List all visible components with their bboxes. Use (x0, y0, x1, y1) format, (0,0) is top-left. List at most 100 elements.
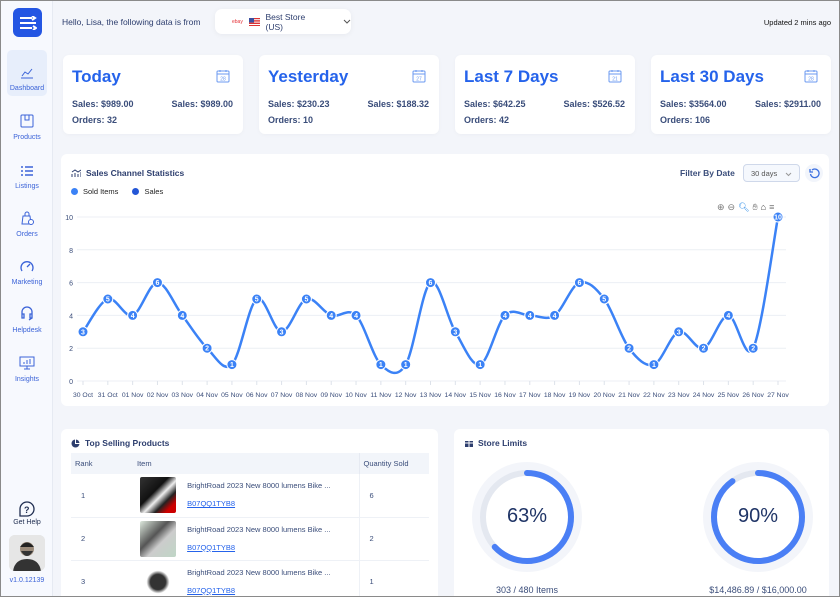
data-label: 2 (751, 346, 755, 353)
sidebar-item-orders[interactable]: Orders (7, 196, 47, 242)
data-point[interactable] (127, 309, 139, 321)
avatar[interactable] (9, 535, 45, 571)
data-point[interactable] (176, 309, 188, 321)
data-point[interactable] (300, 293, 312, 305)
data-point[interactable] (77, 326, 89, 338)
data-label: 1 (478, 362, 482, 369)
data-label: 3 (280, 329, 284, 336)
list-icon (21, 166, 33, 176)
zoom-out-icon[interactable]: ⊖ (727, 202, 736, 212)
home-reset-icon[interactable]: ⌂ (760, 202, 767, 212)
x-tick-label: 30 Oct (73, 392, 93, 399)
sidebar-item-insights[interactable]: Insights (7, 341, 47, 387)
product-name[interactable]: BrightRoad 2023 New 8000 lumens Bike ... (187, 567, 331, 577)
data-point[interactable] (747, 342, 759, 354)
pan-hand-icon[interactable]: ✋︎ (752, 202, 758, 212)
data-point[interactable] (698, 342, 710, 354)
summary-card[interactable]: Today 28 Sales: $989.00 Sales: $989.00 O… (63, 55, 243, 134)
sidebar-item-listings[interactable]: Listings (7, 148, 47, 194)
product-name[interactable]: BrightRoad 2023 New 8000 lumens Bike ... (187, 481, 331, 491)
data-point[interactable] (201, 342, 213, 354)
get-help-button[interactable]: ? Get Help (7, 501, 47, 526)
x-tick-label: 25 Nov (718, 392, 740, 399)
items-limit-caption: 303 / 480 Items (495, 585, 559, 595)
data-point[interactable] (623, 342, 635, 354)
legend-sales[interactable]: Sales (132, 187, 163, 196)
data-point[interactable] (449, 326, 461, 338)
card-sales: Sales: $989.00 (72, 99, 134, 109)
table-row[interactable]: 2 BrightRoad 2023 New 8000 lumens Bike .… (71, 517, 429, 561)
card-orders: Orders: 106 (660, 115, 711, 125)
y-tick-label: 6 (69, 281, 73, 288)
data-point[interactable] (499, 309, 511, 321)
sidebar-item-marketing[interactable]: Marketing (7, 244, 47, 290)
x-tick-label: 22 Nov (643, 392, 665, 399)
svg-text:21: 21 (612, 77, 618, 83)
sidebar-item-products[interactable]: Products (7, 99, 47, 145)
data-point[interactable] (573, 277, 585, 289)
data-point[interactable] (648, 359, 660, 371)
data-point[interactable] (325, 309, 337, 321)
zoom-in-icon[interactable]: ⊕ (717, 202, 725, 212)
product-sku-link[interactable]: B07QQ1TYB8 (187, 585, 236, 595)
bag-icon (21, 211, 34, 225)
product-sku-link[interactable]: B07QQ1TYB8 (187, 499, 236, 509)
refresh-button[interactable] (805, 164, 823, 182)
card-orders: Orders: 10 (268, 115, 314, 125)
data-label: 10 (774, 215, 782, 222)
sidebar-item-dashboard[interactable]: Dashboard (7, 50, 47, 96)
data-point[interactable] (673, 326, 685, 338)
data-label: 4 (180, 313, 184, 320)
data-point[interactable] (276, 326, 288, 338)
product-name[interactable]: BrightRoad 2023 New 8000 lumens Bike ... (187, 524, 331, 534)
x-tick-label: 05 Nov (221, 392, 243, 399)
data-point[interactable] (151, 277, 163, 289)
x-tick-label: 27 Nov (767, 392, 789, 399)
x-tick-label: 12 Nov (395, 392, 417, 399)
data-point[interactable] (251, 293, 263, 305)
data-point[interactable] (722, 309, 734, 321)
data-point[interactable] (375, 359, 387, 371)
sales-line-chart: 0 2 4 6 8 10 30 Oct 31 Oct 01 Nov 02 Nov 03 Nov 04 … (65, 211, 789, 399)
table-row[interactable]: 3 BrightRoad 2023 New 8000 lumens Bike .… (71, 560, 429, 596)
store-selector[interactable]: ebay Best Store (US) (215, 9, 351, 34)
data-point[interactable] (400, 359, 412, 371)
svg-text:28: 28 (220, 77, 226, 83)
data-point[interactable] (549, 309, 561, 321)
app-logo[interactable] (13, 8, 42, 37)
items-limit-percent: 63% (506, 505, 548, 527)
data-point[interactable] (425, 277, 436, 289)
sidebar-item-helpdesk[interactable]: Helpdesk (7, 292, 47, 338)
summary-card[interactable]: Last 7 Days 21 Sales: $642.25 Sales: $52… (455, 55, 635, 134)
card-sales: Sales: $230.23 (268, 99, 330, 109)
data-point[interactable] (524, 309, 536, 321)
summary-card[interactable]: Last 30 Days 28 Sales: $3564.00 Sales: $… (651, 55, 831, 134)
x-tick-label: 09 Nov (320, 392, 342, 399)
data-point[interactable] (102, 293, 114, 305)
summary-card[interactable]: Yesterday 27 Sales: $230.23 Sales: $188.… (259, 55, 439, 134)
data-point[interactable] (350, 309, 362, 321)
menu-icon[interactable]: ≡ (769, 202, 775, 212)
x-tick-label: 08 Nov (296, 392, 318, 399)
data-point[interactable] (598, 293, 610, 305)
card-orders: Orders: 32 (72, 115, 118, 125)
data-point[interactable] (226, 359, 238, 371)
legend-sold-items[interactable]: Sold Items (71, 187, 118, 196)
data-point[interactable] (474, 359, 486, 371)
data-label: 6 (429, 280, 433, 287)
ebay-logo: ebay (232, 18, 243, 25)
zoom-select-icon[interactable]: 🔍︎ (738, 202, 750, 212)
svg-text:28: 28 (808, 77, 814, 83)
stats-title: Sales Channel Statistics (86, 168, 185, 178)
table-row[interactable]: 1 BrightRoad 2023 New 8000 lumens Bike .… (71, 474, 429, 518)
calendar-icon: 21 (608, 70, 622, 83)
card-sales-secondary: Sales: $2911.00 (754, 99, 821, 109)
store-limits-title: Store Limits (478, 438, 528, 448)
data-point[interactable] (772, 211, 784, 223)
calendar-icon: 28 (804, 70, 818, 83)
product-sku-link[interactable]: B07QQ1TYB8 (187, 542, 236, 552)
chart-toolbar: ⊕ ⊖ 🔍︎ ✋︎ ⌂ ≡ (717, 202, 774, 213)
card-title: Today (72, 67, 121, 86)
gauge-icon (20, 261, 34, 272)
date-filter-select[interactable]: 30 days (743, 164, 800, 182)
